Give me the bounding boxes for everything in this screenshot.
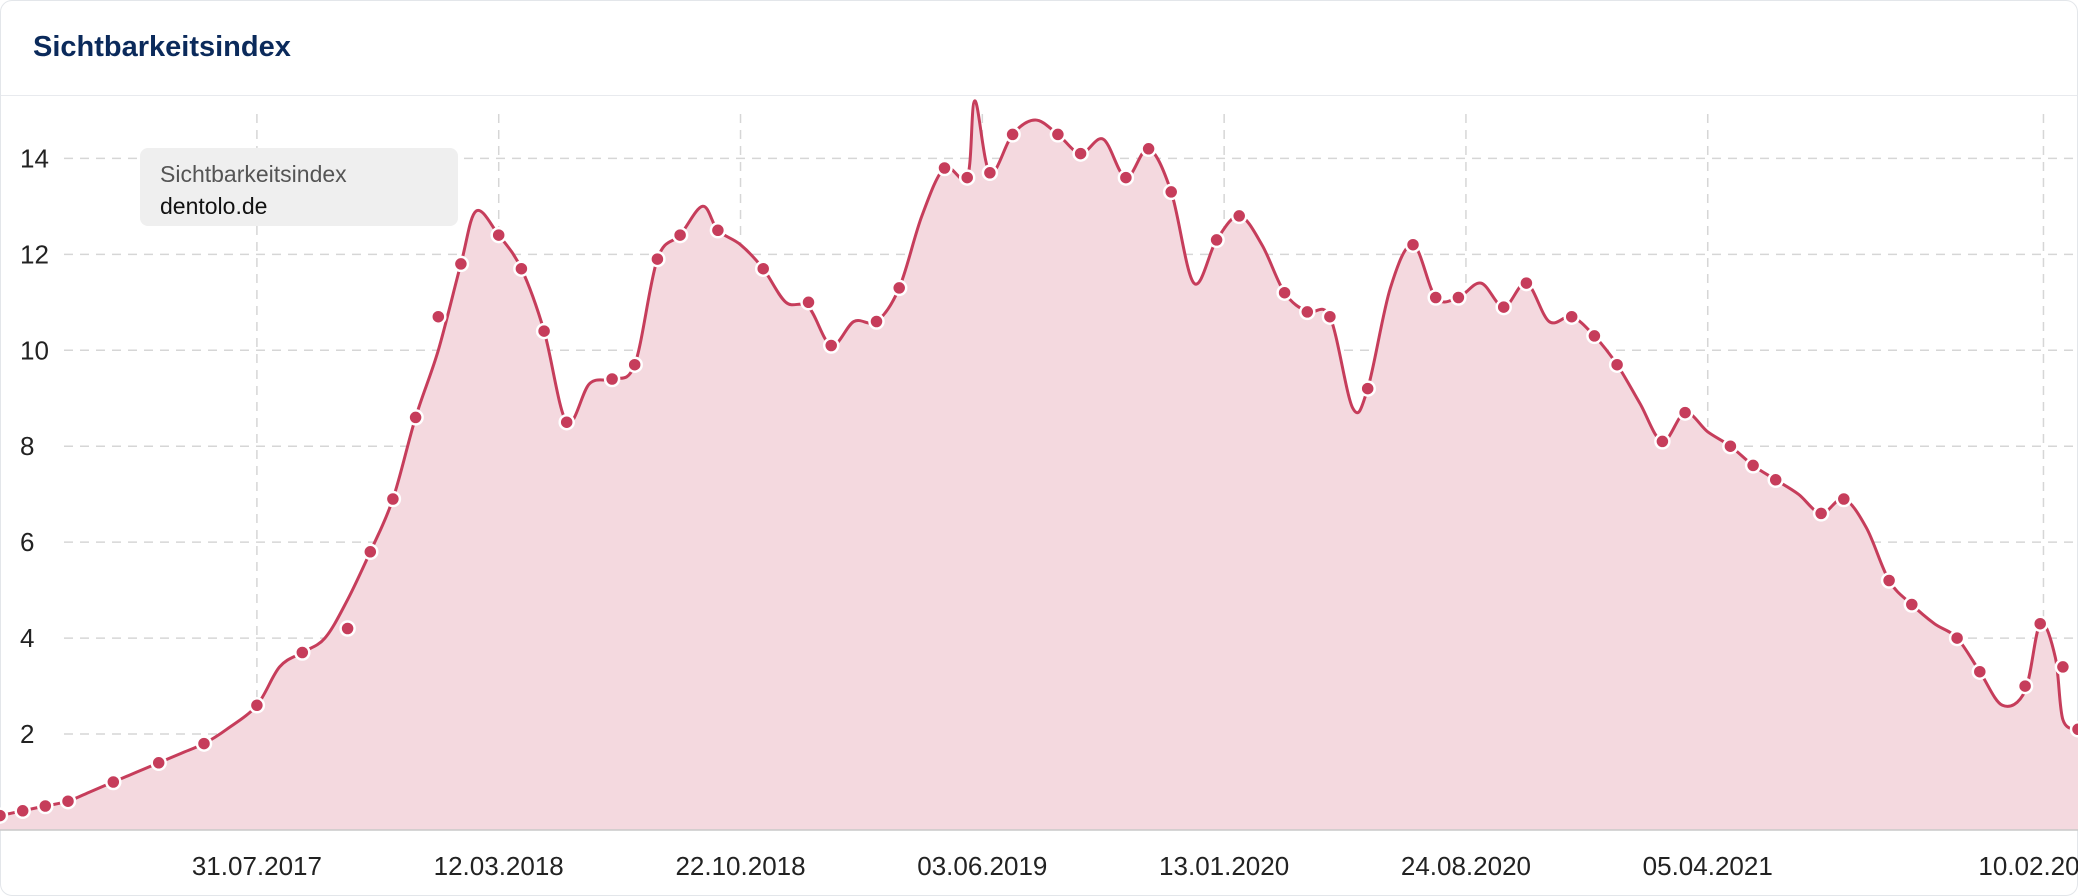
data-point[interactable] <box>1299 303 1316 321</box>
data-point[interactable] <box>1835 490 1853 508</box>
data-point[interactable] <box>1676 404 1694 421</box>
x-tick-label: 12.03.2018 <box>434 851 564 881</box>
data-point[interactable] <box>105 773 122 791</box>
data-point[interactable] <box>384 490 402 508</box>
data-point[interactable] <box>535 322 553 340</box>
data-point[interactable] <box>2069 721 2078 738</box>
data-point[interactable] <box>1427 289 1444 306</box>
data-point[interactable] <box>59 792 77 810</box>
data-point[interactable] <box>407 409 424 426</box>
data-point[interactable] <box>1208 231 1225 249</box>
data-point[interactable] <box>1880 572 1898 589</box>
data-point[interactable] <box>936 159 953 177</box>
x-tick-label: 24.08.2020 <box>1401 851 1531 881</box>
data-point[interactable] <box>1495 298 1512 316</box>
data-point[interactable] <box>1359 380 1376 397</box>
data-point[interactable] <box>362 543 379 561</box>
data-point[interactable] <box>1722 437 1739 455</box>
legend-title: Sichtbarkeitsindex <box>160 161 347 187</box>
data-point[interactable] <box>150 754 167 772</box>
data-point[interactable] <box>800 294 817 311</box>
data-point[interactable] <box>868 313 885 330</box>
data-point[interactable] <box>0 807 9 824</box>
x-tick-label: 22.10.2018 <box>675 851 805 881</box>
y-tick-label: 14 <box>20 143 49 173</box>
data-point[interactable] <box>1276 284 1293 301</box>
data-point[interactable] <box>1586 327 1603 345</box>
widget-title: Sichtbarkeitsindex <box>33 31 291 63</box>
data-point[interactable] <box>452 255 470 273</box>
data-point[interactable] <box>339 620 356 637</box>
y-tick-label: 10 <box>20 335 49 365</box>
data-point[interactable] <box>1903 596 1921 613</box>
data-point[interactable] <box>671 226 689 244</box>
data-point[interactable] <box>1812 505 1830 522</box>
x-tick-label: 03.06.2019 <box>917 851 1047 881</box>
data-point[interactable] <box>1654 433 1671 450</box>
data-point[interactable] <box>2016 677 2034 695</box>
data-point[interactable] <box>1971 663 1989 680</box>
data-point[interactable] <box>558 413 575 431</box>
data-point[interactable] <box>195 735 213 752</box>
data-point[interactable] <box>1162 183 1180 201</box>
data-point[interactable] <box>430 308 447 325</box>
data-point[interactable] <box>1518 274 1535 292</box>
data-point[interactable] <box>1563 308 1580 325</box>
x-tick-label: 13.01.2020 <box>1159 851 1289 881</box>
data-point[interactable] <box>1117 169 1135 186</box>
data-point[interactable] <box>822 337 840 354</box>
data-point[interactable] <box>1767 471 1784 489</box>
data-point[interactable] <box>890 279 908 297</box>
y-tick-label: 12 <box>20 239 49 269</box>
widget-header: Sichtbarkeitsindex <box>1 1 2077 96</box>
x-tick-label: 10.02.2022 <box>1978 851 2078 881</box>
axis-layer: 2 4 6 8 10 12 14 31.07.2017 12.03.2018 22.10.2018… <box>0 143 2078 881</box>
data-point[interactable] <box>1230 207 1248 225</box>
data-point[interactable] <box>1072 145 1089 162</box>
data-point[interactable] <box>1140 140 1157 158</box>
data-point[interactable] <box>709 222 727 239</box>
data-point[interactable] <box>490 226 507 244</box>
data-point[interactable] <box>294 644 311 661</box>
legend-entry-dentolo: dentolo.de <box>160 193 268 219</box>
data-point[interactable] <box>1744 457 1762 474</box>
data-point[interactable] <box>2031 615 2049 632</box>
data-point[interactable] <box>1450 289 1467 306</box>
data-point[interactable] <box>1049 126 1067 143</box>
data-point[interactable] <box>958 169 976 186</box>
data-point[interactable] <box>37 797 54 815</box>
data-point[interactable] <box>626 356 643 373</box>
data-point[interactable] <box>513 260 530 277</box>
data-point[interactable] <box>754 260 772 277</box>
y-tick-label: 4 <box>20 623 34 653</box>
y-tick-label: 6 <box>20 527 34 557</box>
data-point[interactable] <box>1321 308 1339 325</box>
y-tick-label: 8 <box>20 431 34 461</box>
data-point[interactable] <box>1004 126 1021 143</box>
x-tick-label: 05.04.2021 <box>1643 851 1773 881</box>
series-area-dentolo <box>0 100 2078 831</box>
data-point[interactable] <box>248 697 266 714</box>
data-point[interactable] <box>649 250 666 268</box>
marker-layer[interactable] <box>0 126 2078 824</box>
data-point[interactable] <box>2054 658 2072 676</box>
data-point[interactable] <box>603 370 621 388</box>
data-point[interactable] <box>1948 629 1966 647</box>
data-point[interactable] <box>1608 356 1626 373</box>
data-point[interactable] <box>14 802 31 820</box>
x-tick-label: 31.07.2017 <box>192 851 322 881</box>
data-point[interactable] <box>981 164 999 182</box>
data-point[interactable] <box>1404 236 1422 253</box>
chart-legend: Sichtbarkeitsindex dentolo.de <box>140 148 458 226</box>
y-tick-label: 2 <box>20 719 34 749</box>
